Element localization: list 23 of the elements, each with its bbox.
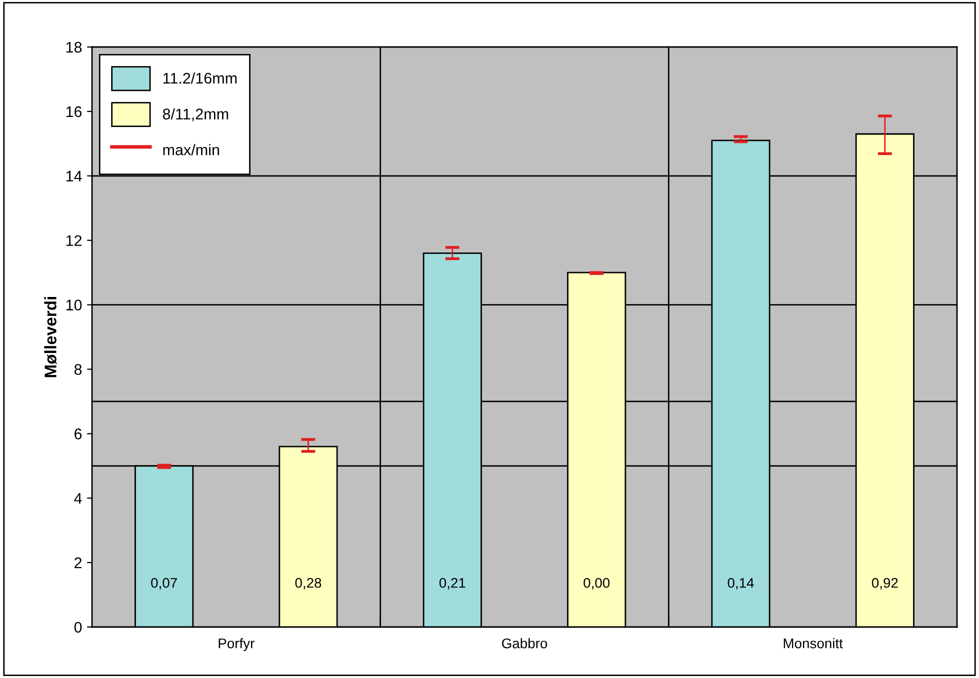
x-tick-label: Gabbro xyxy=(502,638,548,648)
y-tick-label: 16 xyxy=(66,106,82,118)
y-tick-label: 10 xyxy=(66,300,82,310)
legend-label: 8/11,2mm xyxy=(162,108,228,122)
y-tick-label: 2 xyxy=(74,557,82,568)
annotation: max/min xyxy=(163,144,220,156)
y-axis-title: Mølleverdi xyxy=(44,296,57,378)
annotation: 0,21 xyxy=(439,578,466,590)
annotation: 0,07 xyxy=(151,578,177,590)
y-tick-label: 18 xyxy=(66,42,82,53)
y-tick-label: 8 xyxy=(74,364,82,375)
annotation: 0,92 xyxy=(872,578,898,590)
x-tick-label: Porfyr xyxy=(218,638,254,652)
annotation: 0,00 xyxy=(584,578,610,590)
x-tick-label: Monsonitt xyxy=(784,638,843,648)
annotation: 0,28 xyxy=(295,578,322,590)
y-tick-label: 0 xyxy=(74,622,82,633)
annotation: 0,14 xyxy=(728,578,754,590)
y-tick-label: 14 xyxy=(66,170,82,182)
legend-label: 11.2/16mm xyxy=(163,72,237,84)
y-tick-label: 4 xyxy=(74,493,82,504)
y-tick-label: 6 xyxy=(74,428,82,440)
y-tick-label: 12 xyxy=(66,235,82,246)
